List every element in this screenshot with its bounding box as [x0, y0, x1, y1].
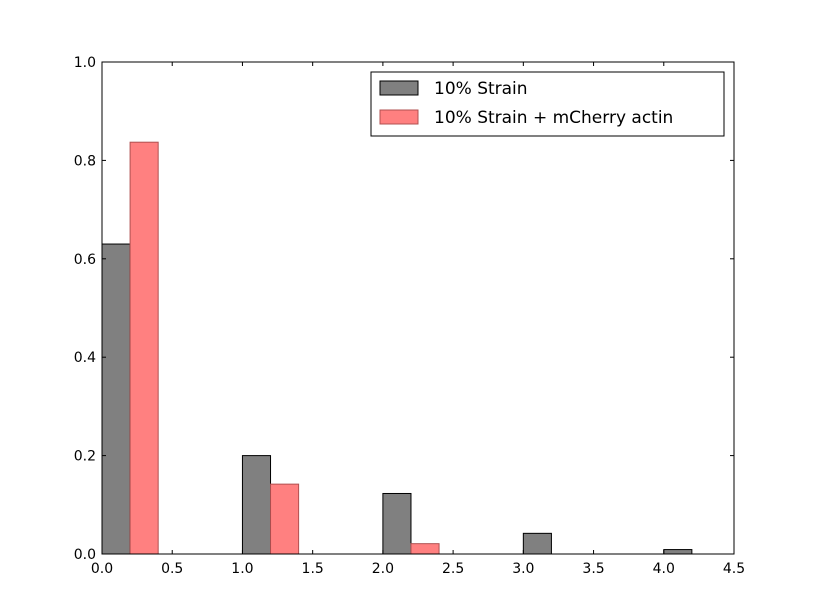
bar-series-0-bin-3	[522, 532, 552, 555]
x-tick-label: 1.5	[302, 561, 324, 577]
x-tick-label: 0.5	[161, 561, 183, 577]
legend-swatch-10-strain-mcherry	[379, 109, 419, 125]
bar-series-0-bin-1	[241, 455, 272, 555]
bar-series-1-bin-2	[410, 543, 440, 555]
y-tick-label: 0.4	[74, 350, 96, 366]
x-tick-label: 2.0	[372, 561, 394, 577]
bar-series-1-bin-1	[270, 483, 300, 555]
x-tick-label: 1.0	[231, 561, 253, 577]
bar-series-0-bin-4	[663, 549, 693, 555]
x-tick-label: 4.0	[653, 561, 675, 577]
legend-swatch-10-strain	[379, 80, 419, 96]
y-tick-label: 0.0	[74, 547, 96, 563]
axis-ticks: 0.0 0.5 1.0 1.5 2.0 2.5 3.0 3.5 4.0 4.5 0.0 0.2 0.4 0…	[74, 55, 745, 577]
x-tick-label: 3.0	[512, 561, 534, 577]
plot-frame	[101, 61, 735, 555]
y-tick-label: 0.6	[74, 252, 96, 268]
bar-series-0-bin-2	[382, 492, 412, 555]
x-tick-label: 4.5	[723, 561, 745, 577]
bar-series-0-bin-0	[101, 243, 131, 555]
x-tick-label: 3.5	[582, 561, 604, 577]
y-tick-label: 0.2	[74, 449, 96, 465]
legend: 10% Strain 10% Strain + mCherry actin	[370, 71, 725, 137]
x-tick-label: 0.0	[91, 561, 113, 577]
y-tick-label: 1.0	[74, 55, 96, 71]
x-tick-label: 2.5	[442, 561, 464, 577]
bars-layer	[101, 141, 693, 555]
legend-box	[370, 71, 725, 137]
y-tick-label: 0.8	[74, 153, 96, 169]
legend-label-10-strain-mcherry: 10% Strain + mCherry actin	[434, 108, 673, 128]
legend-label-10-strain: 10% Strain	[434, 79, 528, 99]
bar-series-1-bin-0	[129, 141, 159, 555]
